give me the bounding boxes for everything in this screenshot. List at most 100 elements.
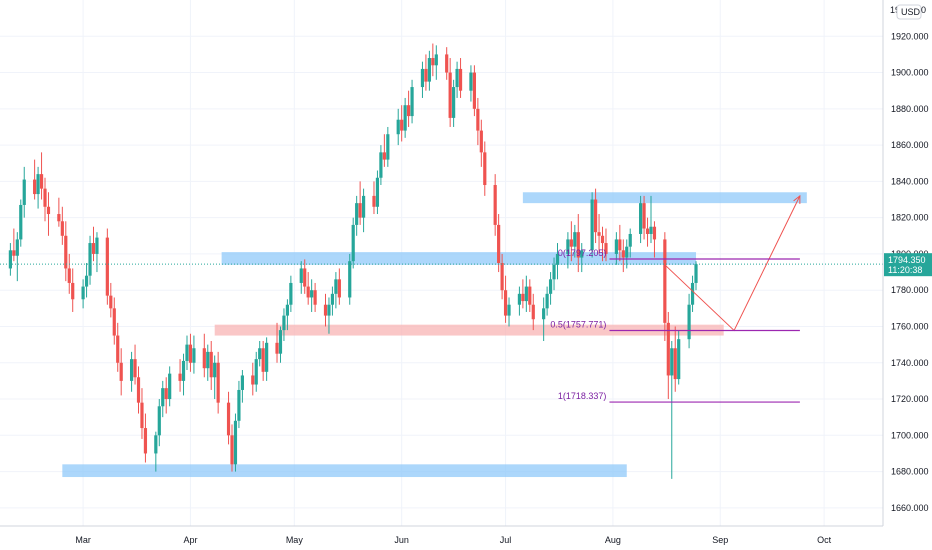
candle-down [600,226,605,262]
support-zone [62,464,627,478]
candle-body [448,72,452,118]
candle-down [226,391,231,445]
candle-body [43,188,47,207]
candle-down [67,253,71,294]
price-axis-header: 19 USD 0 [890,4,926,20]
candle-down [133,344,137,385]
price-tick-label: 1840.000 [891,176,929,186]
candle-down [663,232,667,341]
candle-up [168,366,172,407]
candle-up [555,243,560,280]
candle-down [209,340,213,390]
candle-body [237,389,241,421]
candle-down [140,388,144,439]
candle-body [652,226,657,240]
candle-down [521,279,525,309]
candle-down [479,119,483,167]
candle-body [355,203,359,225]
currency-badge[interactable] [896,4,922,20]
candle-down [645,217,650,247]
candle-down [424,54,428,91]
candle-body [168,373,172,400]
candle-down [275,322,279,363]
candle-down [33,159,37,200]
candle-body [445,54,449,73]
candle-body [91,243,96,254]
candle-down [12,228,16,262]
candle-down [531,293,535,331]
candle-body [84,275,89,287]
candle-body [410,87,414,117]
price-tick-label: 1700.000 [891,430,929,440]
candle-body [348,261,352,298]
candle-up [690,275,695,312]
candle-down [458,58,463,98]
candle-body [545,293,549,309]
candle-body [500,263,504,291]
candle-up [254,351,258,392]
candle-body [306,286,310,298]
candle-body [19,204,23,240]
candle-body [420,68,425,88]
candle-up [455,61,459,98]
candle-down [109,282,113,318]
time-axis-labels: Mar Apr May Jun Jul Aug Sep Oct [75,535,831,545]
last-price-countdown: 11:20:38 [888,265,922,275]
time-tick-label: Jun [394,535,409,545]
candle-up [361,188,366,233]
time-tick-label: Aug [605,535,621,545]
candle-up [670,340,674,479]
candle-body [161,388,165,407]
candle-body [427,58,431,82]
price-tick-label: 1920.000 [891,31,929,41]
candle-down [576,214,580,273]
candle-body [479,130,483,153]
candle-up [258,340,262,367]
candle-up [22,166,26,218]
candle-body [330,293,335,305]
candle-body [458,68,463,91]
candle-down [528,279,532,312]
candle-body [310,290,314,298]
candle-body [625,246,629,258]
axis-layer [0,0,884,527]
candle-down [358,181,362,225]
candle-up [590,192,594,258]
candle-down [178,359,182,392]
candle-body [112,308,116,336]
candle-body [15,239,19,256]
candle-body [133,359,137,378]
candle-down [71,268,75,312]
candle-down [60,206,64,245]
candle-body [313,290,317,305]
candle-down [119,348,123,396]
candle-up [694,261,698,291]
candle-body [552,264,556,280]
candle-up [507,297,511,327]
candle-body [639,203,643,234]
candle-down [621,239,625,273]
candle-up [420,61,425,98]
candle-down [372,181,376,215]
candle-up [573,224,577,258]
candle-down [46,192,51,236]
candle-down [337,268,341,305]
candle-body [67,268,71,283]
candle-up [157,399,161,447]
candle-up [677,330,681,385]
candle-up [427,50,431,91]
candle-body [472,72,476,109]
candle-up [213,355,217,400]
candle-body [452,87,456,118]
price-tick-label: 1860.000 [891,140,929,150]
candle-down [188,333,193,372]
candle-body [649,226,653,234]
candle-body [431,58,435,66]
candle-body [497,224,501,263]
price-tick-label: 1720.000 [891,394,929,404]
candle-body [226,402,231,436]
candle-down [597,214,601,254]
price-tick-label: 1740.000 [891,358,929,368]
